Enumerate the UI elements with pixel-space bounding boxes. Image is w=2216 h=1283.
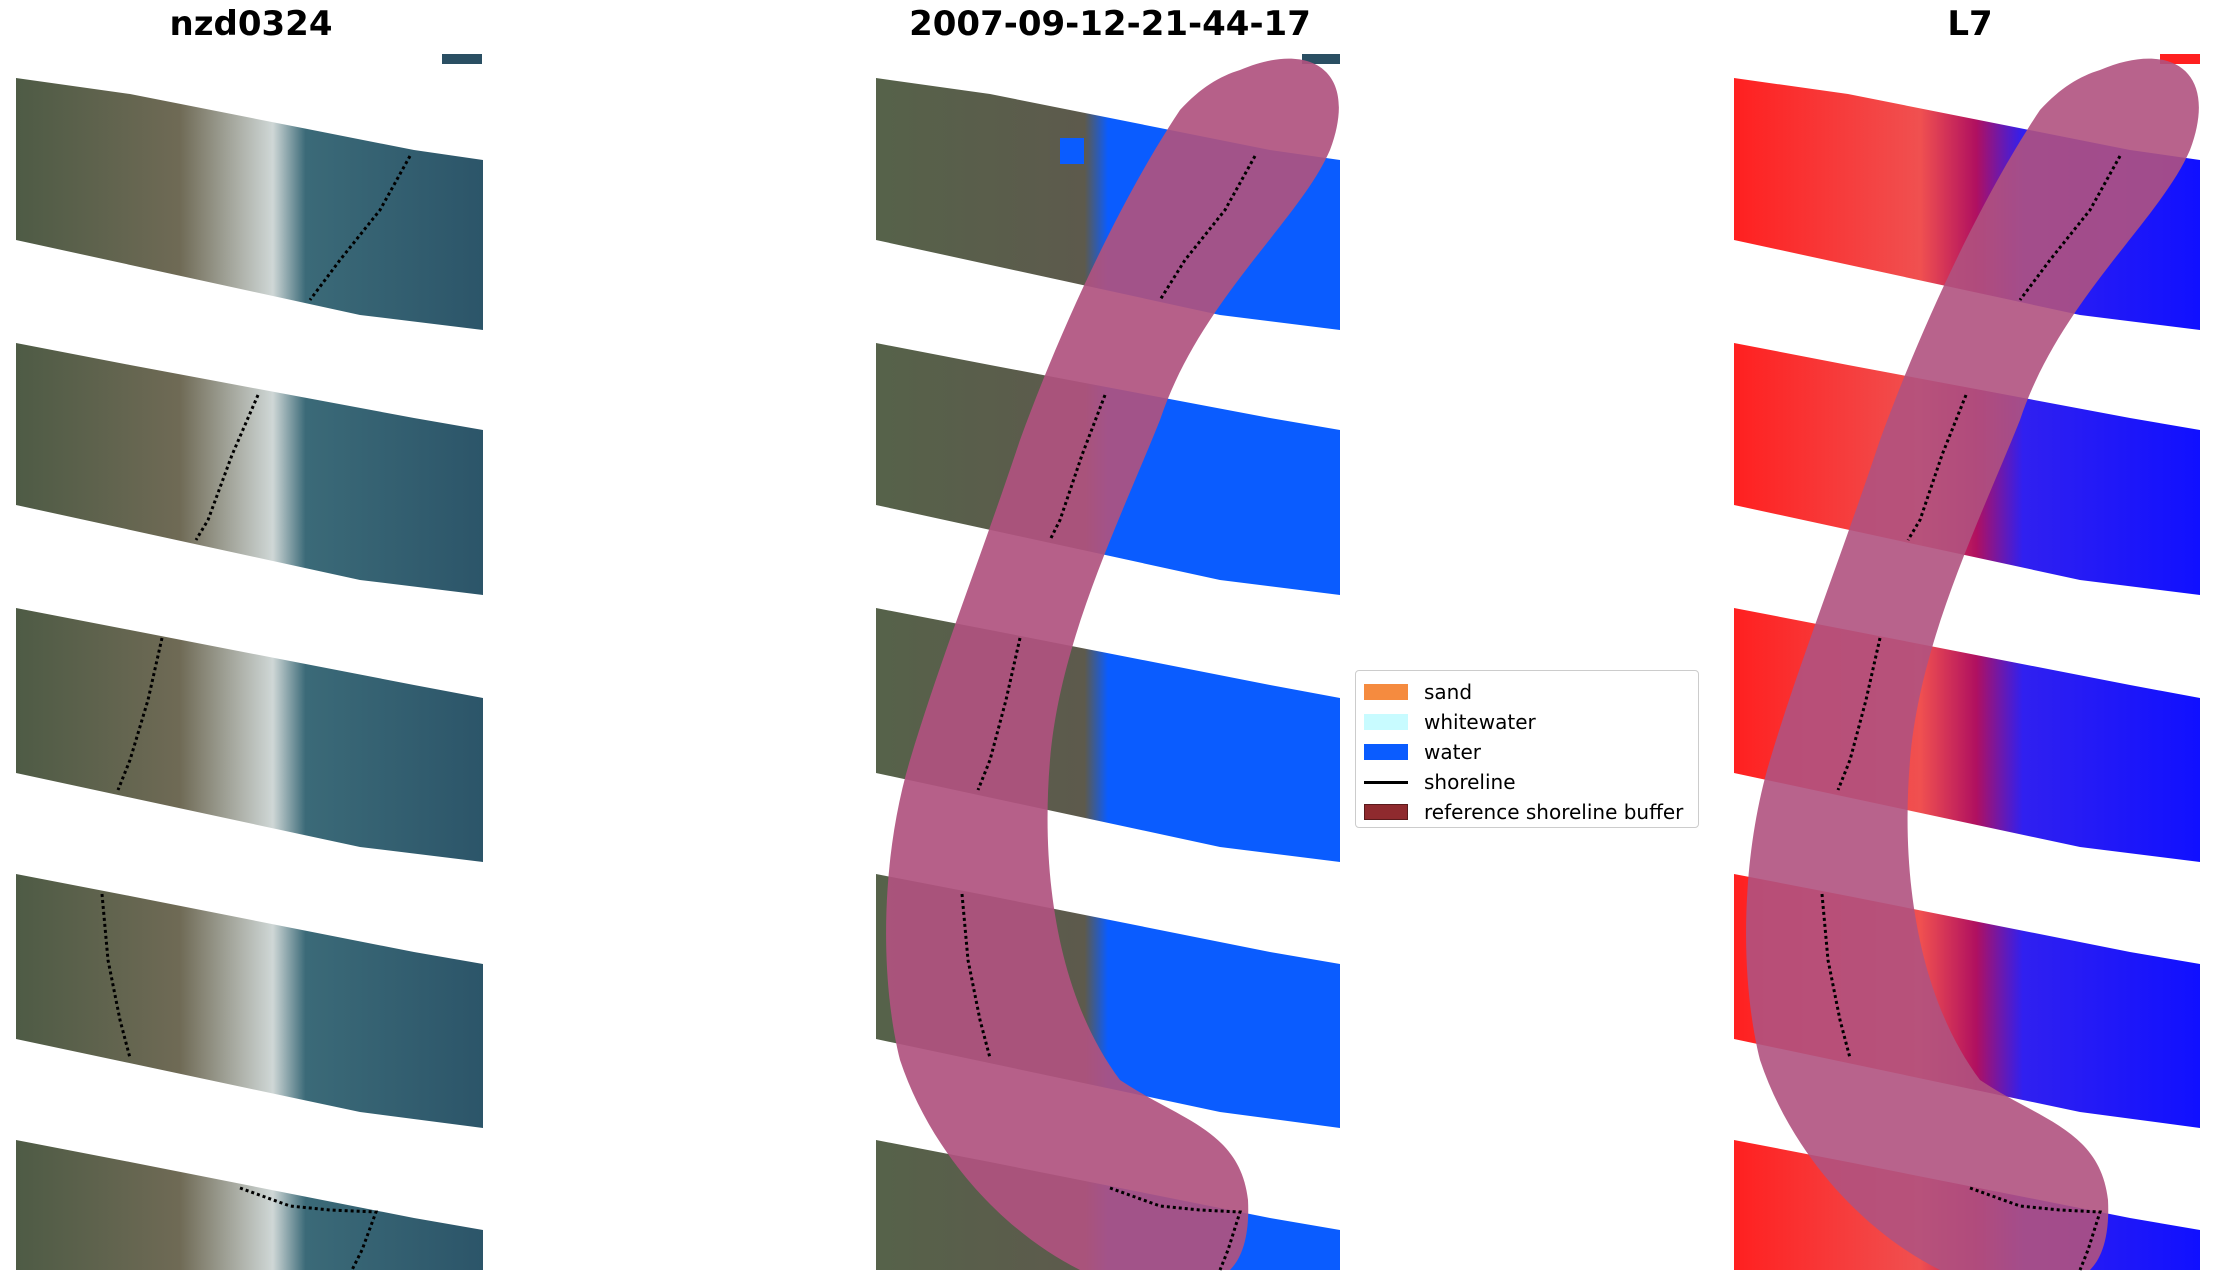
legend-swatch-shoreline: [1364, 780, 1408, 784]
legend-item-sand: sand: [1356, 677, 1698, 707]
classified-image-panel: [876, 54, 1340, 1271]
shoreline-right-1: [2018, 155, 2122, 301]
image-region: [2160, 54, 2200, 64]
shoreline-center-2: [1048, 394, 1107, 541]
shoreline-center-5: [1109, 1186, 1243, 1271]
shoreline-center-3: [976, 637, 1022, 791]
shoreline-rgb-3: [116, 637, 164, 791]
legend-swatch-sand: [1364, 684, 1408, 700]
legend-swatch-whitewater: [1364, 714, 1408, 730]
reference-shoreline-buffer-center: [886, 58, 1339, 1271]
title-index-image: L7: [1947, 4, 1993, 44]
legend-label-sand: sand: [1424, 680, 1473, 704]
rgb-strip-1: [16, 78, 483, 330]
rgb-image-panel: [16, 54, 483, 1271]
shoreline-right-5: [1969, 1186, 2103, 1271]
reference-shoreline-buffer-right: [1746, 58, 2199, 1271]
rgb-strip-4: [16, 874, 483, 1128]
title-classified-image: 2007-09-12-21-44-17: [909, 4, 1311, 44]
shoreline-rgb-5: [239, 1186, 379, 1271]
legend-swatch-reference-buffer: [1364, 804, 1408, 820]
legend-label-whitewater: whitewater: [1424, 710, 1536, 734]
legend-swatch-water: [1364, 744, 1408, 760]
image-region: [442, 54, 482, 64]
image-region: [1060, 138, 1084, 164]
shoreline-right-2: [1906, 394, 1968, 541]
shoreline-rgb-1: [308, 155, 412, 301]
legend-item-reference-buffer: reference shoreline buffer: [1356, 797, 1698, 827]
shoreline-right-4: [1820, 893, 1852, 1059]
rgb-strip-3: [16, 608, 483, 862]
shoreline-center-1: [1158, 155, 1257, 301]
shoreline-rgb-2: [194, 394, 260, 541]
rgb-strip-2: [16, 343, 483, 595]
title-rgb-image: nzd0324: [169, 4, 333, 44]
legend-item-shoreline: shoreline: [1356, 767, 1698, 797]
image-region: [1302, 54, 1340, 64]
legend-item-water: water: [1356, 737, 1698, 767]
legend-label-shoreline: shoreline: [1424, 770, 1516, 794]
shoreline-center-4: [960, 893, 992, 1059]
rgb-strip-5: [16, 1140, 483, 1270]
shoreline-rgb-4: [100, 893, 132, 1059]
shoreline-right-3: [1836, 637, 1882, 791]
index-image-panel: [1734, 54, 2200, 1271]
legend: sand whitewater water shoreline referenc…: [1355, 670, 1699, 828]
legend-label-water: water: [1424, 740, 1481, 764]
legend-item-whitewater: whitewater: [1356, 707, 1698, 737]
legend-label-reference-buffer: reference shoreline buffer: [1424, 800, 1684, 824]
